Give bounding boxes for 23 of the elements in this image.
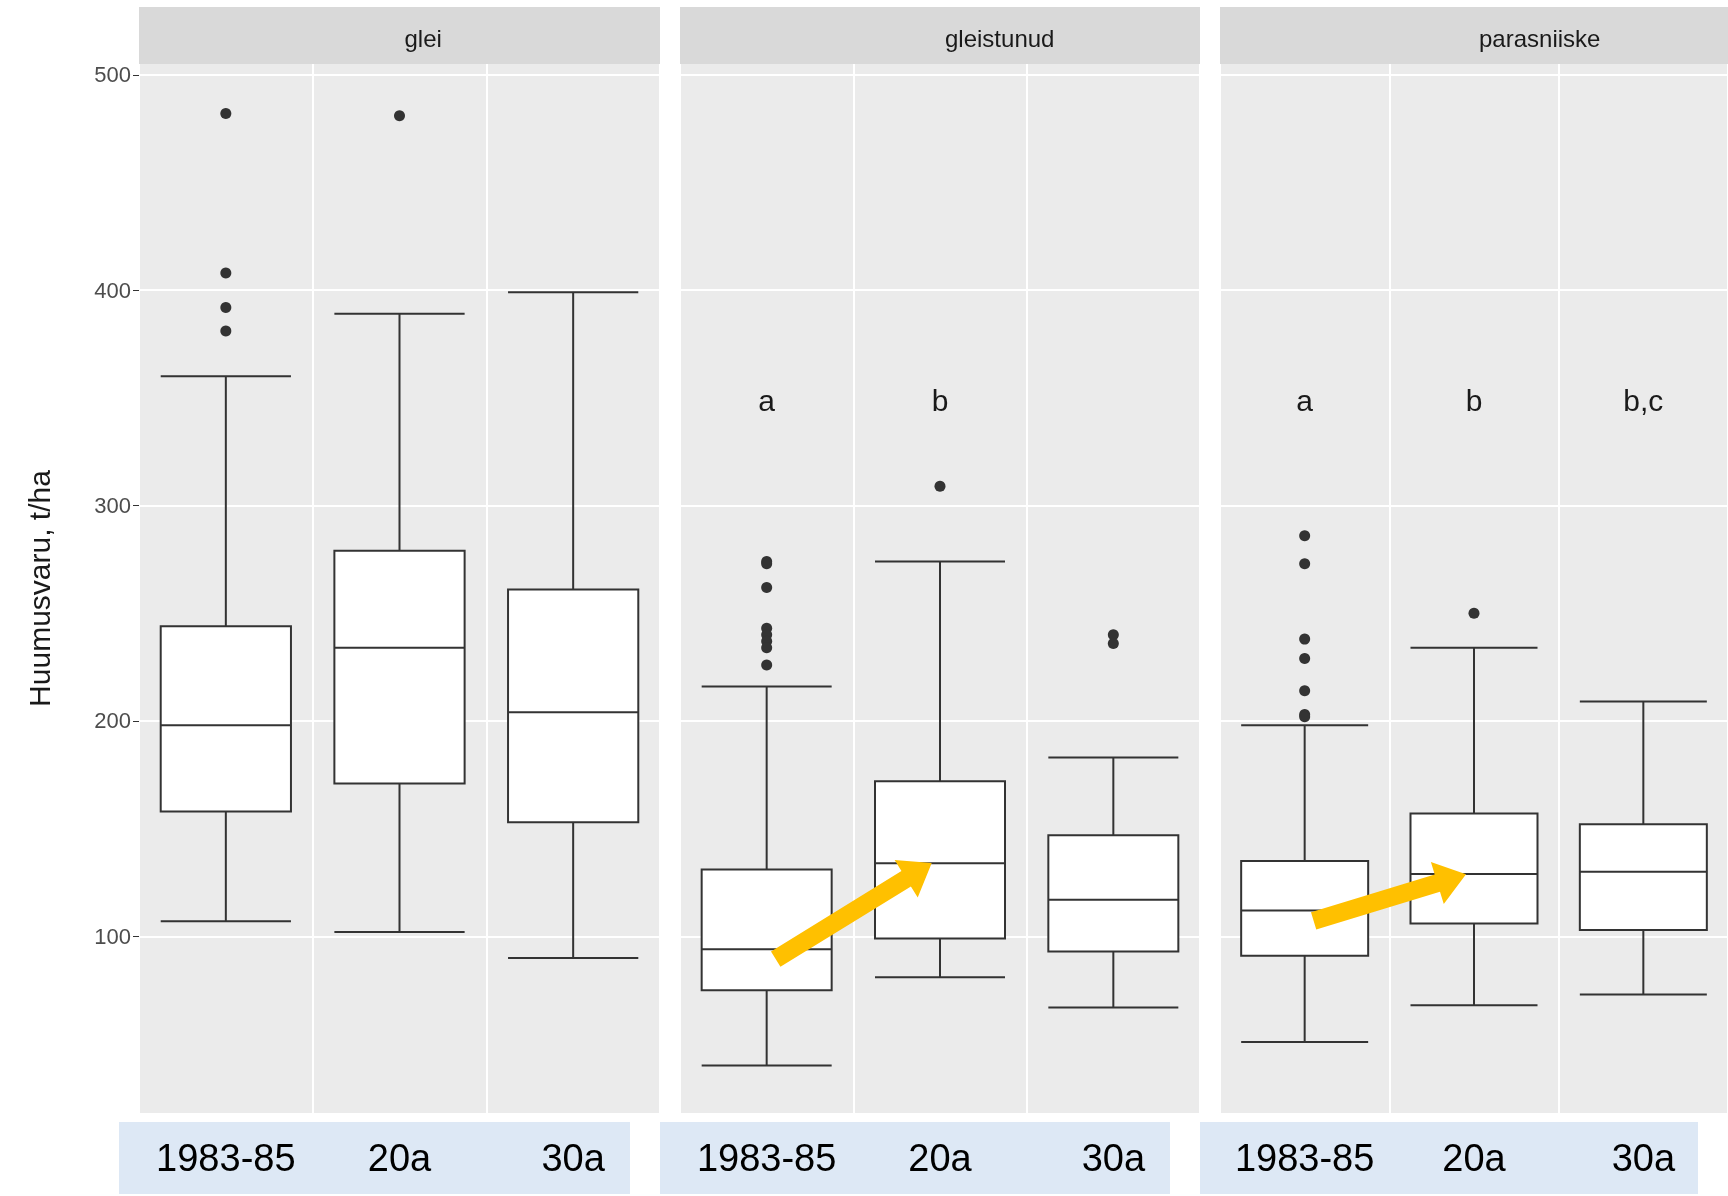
- chart-title: gleistunud: [945, 25, 1055, 52]
- chart-title: parasniiske: [1479, 25, 1601, 52]
- x-tick-label: 1983-85: [696, 1137, 837, 1179]
- annotation: b: [931, 383, 949, 417]
- x-tick-label: 1983-85: [1234, 1137, 1375, 1179]
- y-tick-label: 500: [94, 62, 131, 88]
- annotation: a: [758, 383, 776, 417]
- annotation: b,c: [1623, 383, 1664, 417]
- y-axis-title: Huumusvaru, t/ha: [22, 469, 56, 707]
- x-tick-label: 20a: [367, 1137, 433, 1179]
- x-tick-label: 1983-85: [156, 1137, 296, 1179]
- x-tick-label: 30a: [1611, 1137, 1676, 1179]
- x-tick-label: 30a: [1081, 1137, 1146, 1179]
- y-tick-label: 400: [94, 277, 131, 303]
- y-tick-label: 300: [94, 493, 131, 519]
- x-tick-label: 20a: [908, 1137, 973, 1179]
- x-tick-label: 20a: [1442, 1137, 1507, 1179]
- y-tick-label: 200: [94, 708, 131, 734]
- y-tick-label: 100: [94, 923, 131, 949]
- x-tick-label: 30a: [541, 1137, 606, 1179]
- annotation: a: [1296, 383, 1314, 417]
- chart-title: glei: [404, 25, 442, 52]
- annotation: b: [1465, 383, 1483, 417]
